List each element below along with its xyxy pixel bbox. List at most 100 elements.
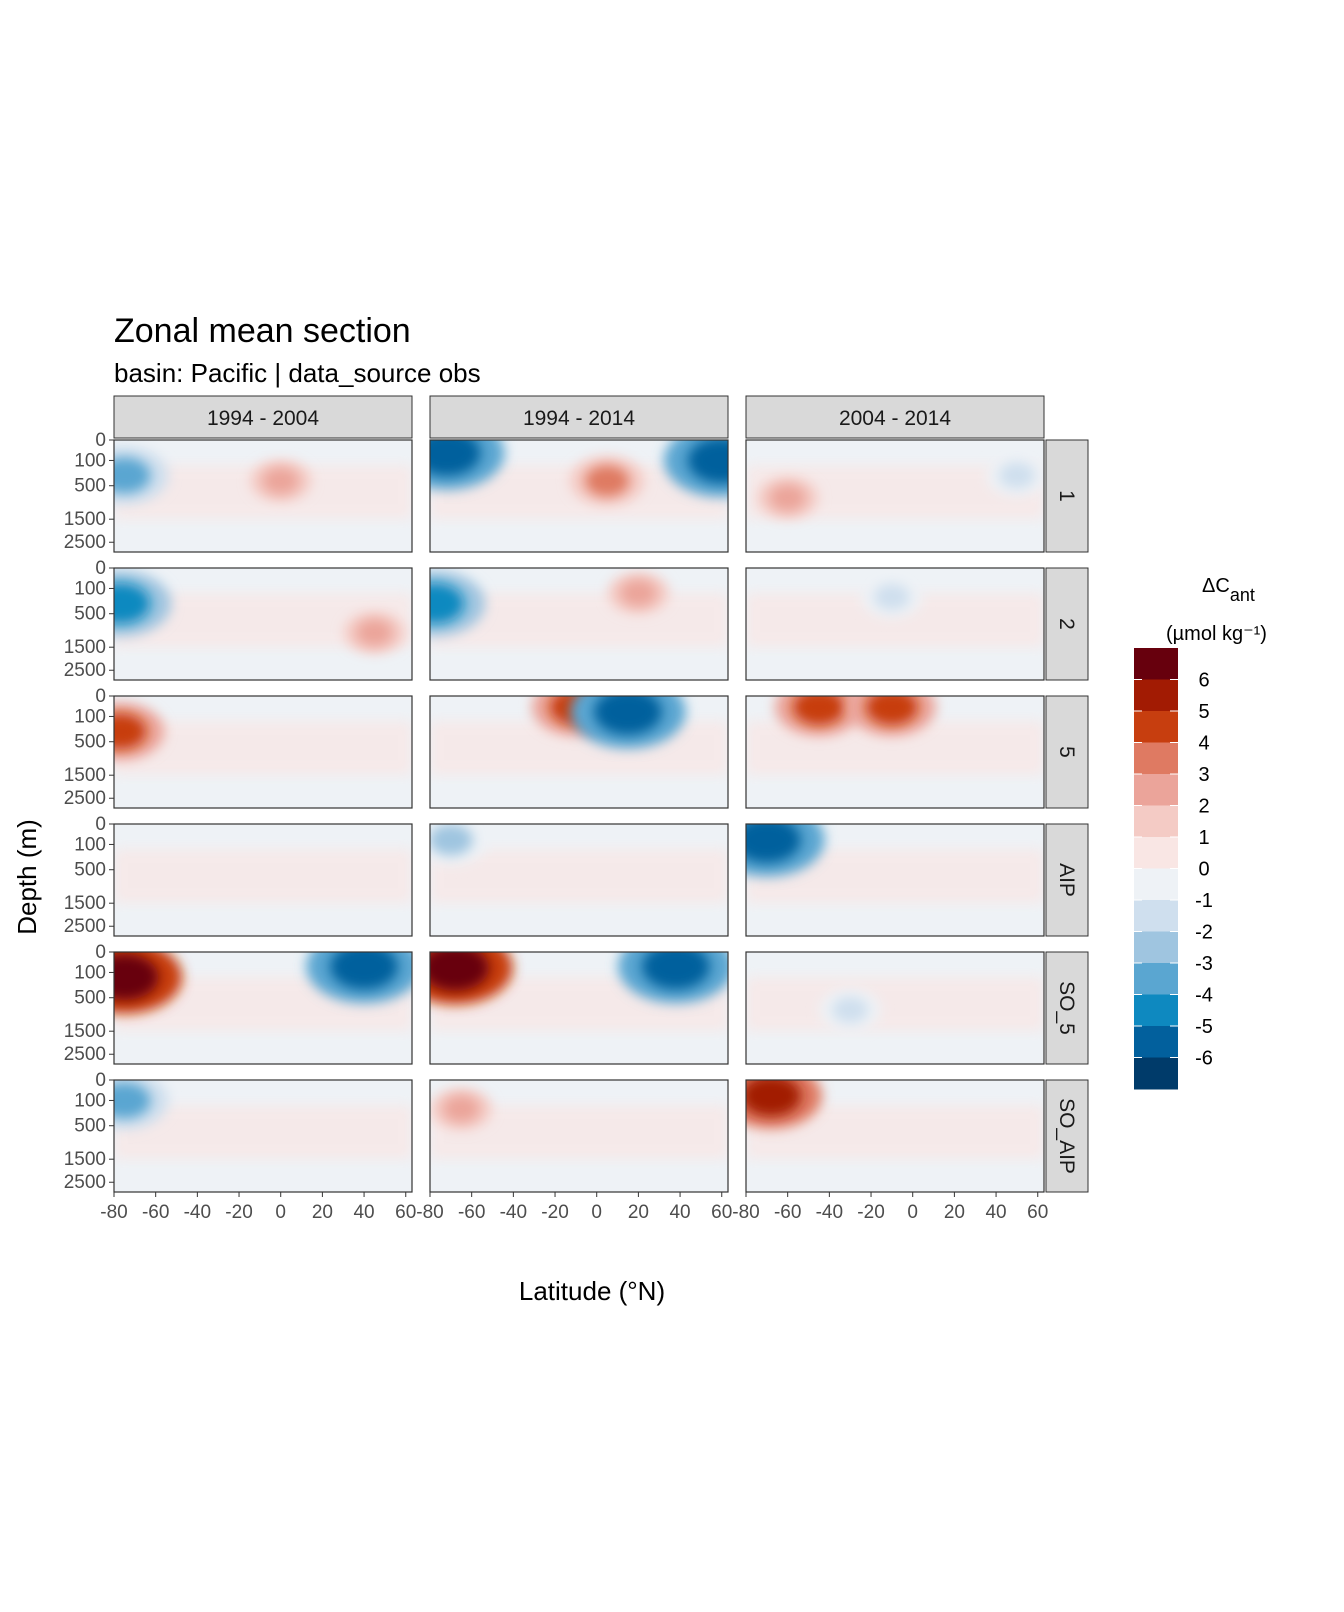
legend-colorbar: 6 5 4 3 2 1 0 -1 -2 -3 -4 -5 -6 — [1134, 648, 1213, 1090]
facet-panel — [430, 440, 728, 552]
contour-core — [114, 1082, 151, 1119]
contour-core — [746, 1080, 801, 1117]
y-tick-label: 100 — [74, 962, 106, 983]
contour-core — [998, 462, 1035, 489]
legend-key — [1134, 837, 1178, 869]
y-tick-label: 1500 — [64, 765, 106, 786]
legend-key — [1134, 1026, 1178, 1058]
y-tick-label: 0 — [95, 558, 106, 579]
facet-panel — [430, 1080, 728, 1192]
contour-core — [114, 457, 151, 494]
chart-title: Zonal mean section — [114, 312, 411, 350]
legend-label: 3 — [1198, 764, 1209, 786]
row-strip-label: 1 — [1055, 490, 1078, 502]
y-tick-label: 500 — [74, 1116, 106, 1137]
panel-border — [745, 439, 1045, 553]
facet-panel — [430, 824, 728, 936]
panel-band — [430, 849, 728, 904]
contour-core — [430, 582, 465, 624]
panel-border — [429, 1079, 729, 1193]
legend-key — [1134, 1057, 1178, 1090]
x-tick-label: -40 — [184, 1202, 211, 1223]
y-tick-label: 500 — [74, 476, 106, 497]
column-strip — [429, 395, 729, 439]
facet-panel — [114, 696, 412, 808]
y-tick-label: 0 — [95, 1070, 106, 1091]
y-tick-label: 2500 — [64, 660, 106, 681]
x-tick-label: 40 — [353, 1202, 374, 1223]
panel-border — [429, 439, 729, 553]
x-tick-label: -20 — [541, 1202, 568, 1223]
x-tick-label: -80 — [732, 1202, 759, 1223]
x-tick-label: 40 — [985, 1202, 1006, 1223]
legend-key — [1134, 774, 1178, 806]
legend-label: -2 — [1195, 922, 1213, 944]
contour-core — [430, 440, 481, 476]
legend-key — [1134, 679, 1178, 712]
column-strip — [745, 395, 1045, 439]
y-tick-label: 1500 — [64, 893, 106, 914]
y-tick-label: 2500 — [64, 1172, 106, 1193]
row-strip — [1045, 951, 1089, 1065]
y-tick-label: 100 — [74, 834, 106, 855]
legend-label: 0 — [1198, 859, 1209, 881]
x-tick-label: 20 — [312, 1202, 333, 1223]
y-tick-label: 100 — [74, 578, 106, 599]
legend-key — [1134, 994, 1178, 1027]
x-tick-label: -60 — [142, 1202, 169, 1223]
facet-panel — [114, 824, 412, 936]
y-axis-title: Depth (m) — [12, 819, 42, 935]
y-tick-label: 2500 — [64, 532, 106, 553]
x-tick-label: 0 — [907, 1202, 918, 1223]
panel-band — [746, 977, 1044, 1032]
panel-border — [113, 567, 413, 681]
y-tick-label: 1500 — [64, 1149, 106, 1170]
y-tick-label: 2500 — [64, 916, 106, 937]
legend-key — [1134, 963, 1178, 995]
panel-border — [429, 567, 729, 681]
legend-key — [1134, 742, 1178, 775]
facet-panel — [746, 824, 1044, 936]
facet-panel — [114, 952, 412, 1064]
panel-border — [745, 695, 1045, 809]
panel-border — [429, 951, 729, 1065]
legend-label: -1 — [1195, 890, 1213, 912]
facet-grid: 1994 - 2004 1994 - 2014 2004 - 20140100500… — [64, 395, 1089, 1223]
legend-key — [1134, 900, 1178, 932]
contour-core — [430, 952, 489, 991]
column-strip-label: 1994 - 2014 — [523, 407, 635, 430]
row-strip — [1045, 1079, 1089, 1193]
legend-unit: (µmol kg⁻¹) — [1166, 623, 1267, 645]
contour-core — [792, 696, 845, 726]
x-tick-label: -40 — [500, 1202, 527, 1223]
x-tick-label: 60 — [711, 1202, 732, 1223]
y-tick-label: 500 — [74, 860, 106, 881]
column-strip-label: 1994 - 2004 — [207, 407, 319, 430]
contour-core — [620, 580, 657, 607]
x-tick-label: 60 — [395, 1202, 416, 1223]
y-tick-label: 500 — [74, 988, 106, 1009]
contour-core — [769, 484, 806, 511]
panel-border — [429, 823, 729, 937]
legend-title-sub: ant — [1230, 585, 1255, 605]
facet-panel — [746, 568, 1044, 680]
row-strip — [1045, 695, 1089, 809]
x-tick-label: -40 — [816, 1202, 843, 1223]
column-strip — [113, 395, 413, 439]
row-strip-label: 2 — [1055, 618, 1078, 630]
facet-panel — [746, 1080, 1044, 1192]
y-tick-label: 500 — [74, 732, 106, 753]
panel-border — [113, 439, 413, 553]
x-tick-label: 20 — [628, 1202, 649, 1223]
contour-core — [330, 952, 399, 990]
contour-core — [114, 582, 151, 624]
x-tick-label: -80 — [416, 1202, 443, 1223]
facet-panel — [746, 952, 1044, 1064]
row-strip-label: 5 — [1055, 746, 1078, 758]
legend-label: -4 — [1195, 985, 1213, 1007]
y-tick-label: 0 — [95, 686, 106, 707]
contour-core — [593, 696, 662, 735]
contour-core — [832, 996, 869, 1023]
x-tick-label: -60 — [774, 1202, 801, 1223]
